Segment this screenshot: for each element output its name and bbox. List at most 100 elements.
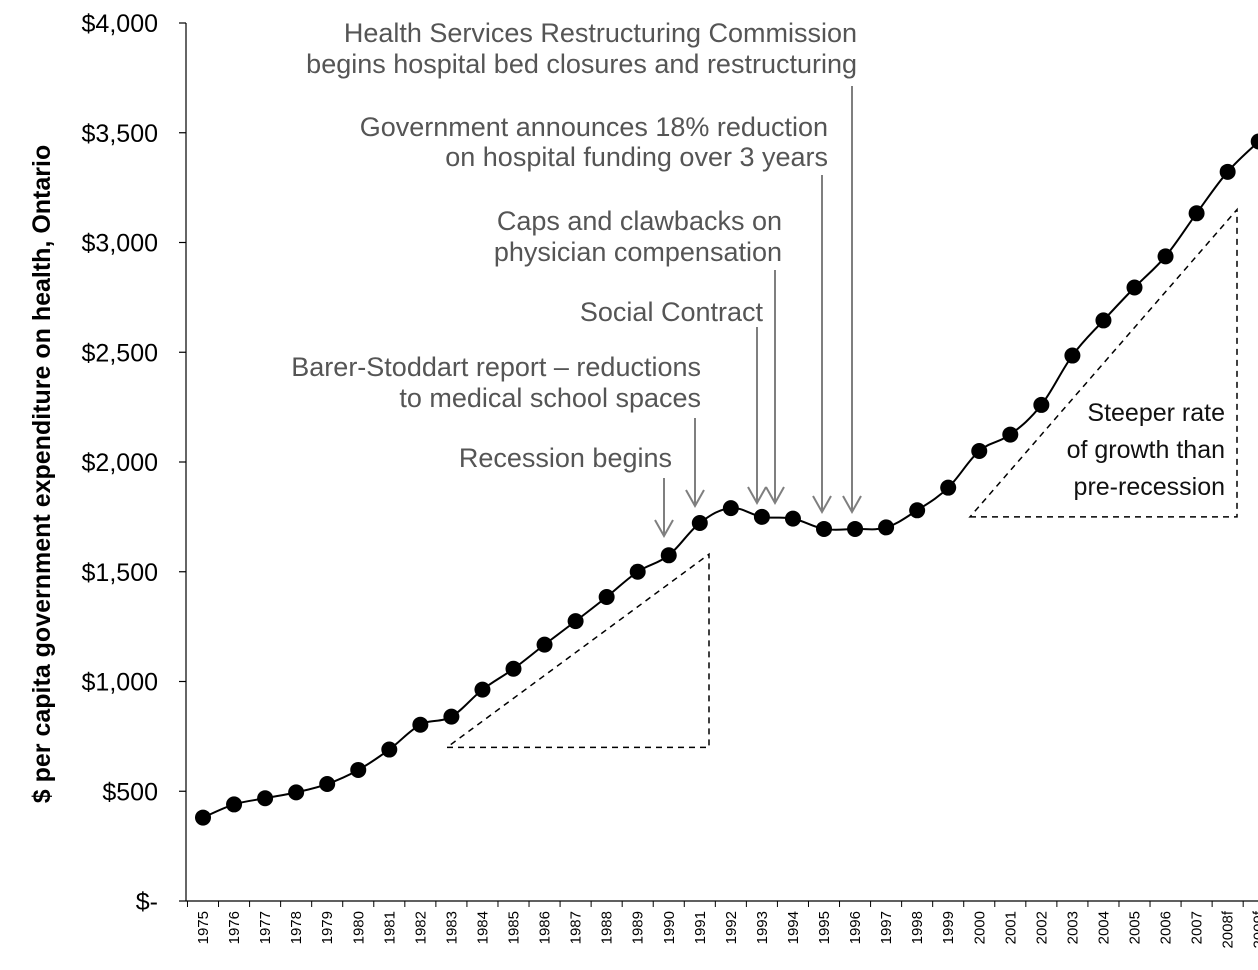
data-point [1064,347,1081,364]
data-points [195,133,1258,826]
annotation-arrowhead [747,486,767,506]
data-point [629,563,646,580]
data-point [505,660,522,677]
data-point [226,796,243,813]
annotation-text: Recession begins [459,443,672,473]
x-tick-label: 1981 [381,911,398,944]
data-point [1188,205,1205,222]
annotation-arrowhead [654,519,674,539]
y-tick-label: $1,500 [82,559,158,587]
y-tick-label: $2,500 [82,339,158,367]
data-point [474,681,491,698]
x-tick-label: 1998 [909,911,926,944]
x-tick-label: 1997 [878,911,895,944]
data-point [288,784,305,801]
x-tick-label: 1983 [443,911,460,944]
x-tick-label: 1991 [692,911,709,944]
data-point [753,508,770,525]
x-tick-label: 1996 [847,911,864,944]
data-point [816,520,832,537]
annotation-text: begins hospital bed closures and restruc… [306,49,857,79]
data-point [1095,312,1112,329]
data-point [971,443,988,460]
x-tick-label: 1994 [785,911,802,944]
trend-triangles: Steeper rate of growth than pre-recession [444,207,1238,749]
x-tick-label: 1982 [412,911,429,944]
annotation-text: Health Services Restructuring Commission [344,18,857,48]
y-tick-label: $4,000 [82,10,158,38]
y-axis-label: $ per capita government expenditure on h… [28,145,56,803]
data-point [1033,396,1050,413]
data-point [1002,426,1019,443]
x-tick-label: 1979 [319,911,336,944]
y-tick-label: $500 [102,778,158,806]
x-tick-label: 1993 [754,911,771,944]
x-tick-label: 1987 [568,911,585,944]
x-tick-label: 2009f [1251,910,1258,948]
trend-triangle-label: Steeper rate [1087,399,1225,427]
data-point [195,809,211,826]
x-tick-label: 2004 [1095,911,1112,944]
x-tick-label: 2003 [1064,911,1081,944]
x-tick-label: 2005 [1127,911,1144,944]
x-tick-label: 1995 [816,911,833,944]
data-point [940,479,957,496]
x-tick-label: 1985 [506,911,523,944]
annotation-arrowhead [842,495,862,515]
data-point [909,502,926,519]
annotation-arrowhead [812,495,832,515]
data-point [567,613,584,630]
x-tick-label: 1990 [661,911,678,944]
x-tick-label: 1992 [723,911,740,944]
x-tick-label: 2000 [971,911,988,944]
annotation-text: to medical school spaces [399,383,701,413]
data-point [722,500,739,517]
data-point [691,515,708,532]
x-tick-label: 1999 [940,911,957,944]
x-tick-label: 1975 [195,911,212,944]
annotation-arrowhead [765,486,785,506]
trend-triangle-label: pre-recession [1074,473,1225,501]
annotation-arrowhead [685,489,705,509]
data-point [660,547,677,564]
x-tick-label: 1986 [537,911,554,944]
x-tick-label: 1984 [474,911,491,944]
x-tick-label: 2008f [1220,910,1237,948]
x-tick-label: 1989 [630,911,647,944]
x-tick-label: 1977 [257,911,274,944]
data-point [1126,279,1143,296]
data-point [784,510,801,527]
data-point [412,716,429,733]
x-tick-label: 2002 [1033,911,1050,944]
data-point [536,636,553,653]
y-tick-label: $3,500 [82,120,158,148]
data-point [257,790,274,807]
trend-triangle [444,552,710,749]
annotation-text: Caps and clawbacks on [497,206,782,236]
annotations: Health Services Restructuring Commission… [291,18,862,539]
x-tick-label: 2006 [1158,911,1175,944]
data-point [1250,133,1258,150]
annotation-text: Barer-Stoddart report – reductions [291,352,701,382]
y-tick-label: $2,000 [82,449,158,477]
data-point [847,520,864,537]
data-point [381,741,398,758]
x-tick-label: 2007 [1189,911,1206,944]
annotation-text: Government announces 18% reduction [360,112,828,142]
x-tick-label: 1978 [288,911,305,944]
data-point [319,776,336,793]
x-tick-label: 2001 [1002,911,1019,944]
y-tick-label: $3,000 [82,230,158,258]
data-point [878,519,895,536]
data-point [443,708,460,725]
y-tick-label: $- [136,888,158,916]
trend-triangle-label: of growth than [1067,436,1225,464]
data-point [350,761,367,778]
axes: $- $500 $1,000 $1,500 $2,000 $2,500 $3,000 $3,5… [82,10,1258,949]
annotation-text: physician compensation [494,237,782,267]
x-tick-label: 1980 [350,911,367,944]
x-tick-label: 1976 [226,911,243,944]
annotation-text: Social Contract [580,297,764,327]
annotation-text: on hospital funding over 3 years [445,142,828,172]
